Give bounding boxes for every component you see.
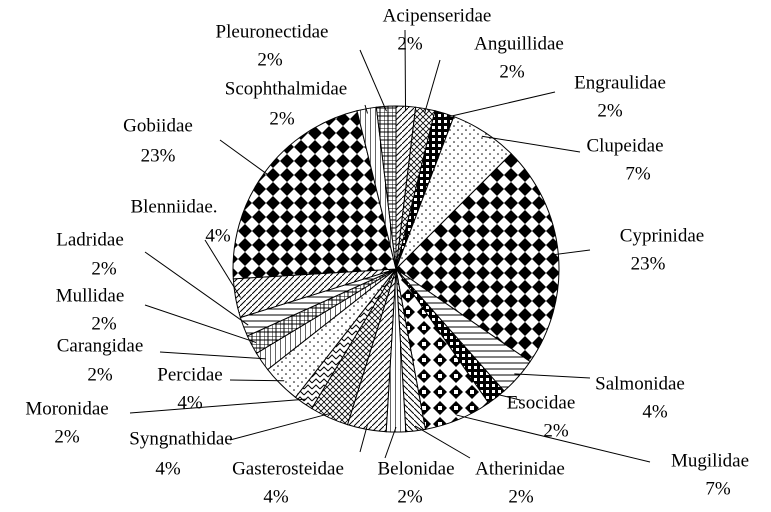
slice-value-label: 2%: [257, 49, 283, 70]
slice-name: Clupeidae: [586, 135, 663, 156]
slice-name: Mugilidae: [671, 450, 749, 471]
slice-value-label: 2%: [87, 364, 113, 385]
slice-name: Anguillidae: [474, 33, 564, 54]
slice-value-label: 2%: [543, 420, 569, 441]
leader-line: [404, 29, 407, 112]
slice-name: Scophthalmidae: [225, 78, 347, 99]
leader-line: [144, 251, 249, 326]
leader-line: [144, 304, 257, 343]
leader-line: [553, 249, 591, 256]
slice-name: Moronidae: [25, 398, 108, 419]
slice-name: Percidae: [157, 364, 222, 385]
slice-name: Engraulidae: [574, 72, 666, 93]
leader-line: [424, 59, 441, 114]
leader-line: [364, 104, 368, 114]
slice-value-label: 23%: [141, 145, 176, 166]
slice-value-label: 2%: [397, 33, 423, 54]
leader-line: [129, 398, 307, 414]
leader-line: [204, 239, 241, 298]
slice-value-label: 2%: [269, 108, 295, 129]
slice-name: Pleuronectidae: [216, 21, 329, 42]
slice-value-label: 4%: [642, 401, 668, 422]
slice-name: Cyprinidae: [620, 225, 704, 246]
slice-value-label: 2%: [499, 61, 525, 82]
slice-name: Atherinidae: [475, 458, 565, 479]
slice-name: Blenniidae.: [130, 196, 217, 217]
slice-name: Carangidae: [57, 335, 144, 356]
slice-value-label: 2%: [508, 486, 534, 507]
slice-name: Gobiidae: [123, 115, 193, 136]
slice-value-label: 2%: [54, 426, 80, 447]
slice-name: Ladridae: [56, 229, 124, 250]
slice-name: Mullidae: [56, 285, 125, 306]
slice-name: Acipenseridae: [383, 5, 492, 26]
slice-value-label: 23%: [631, 253, 666, 274]
slice-value-label: 7%: [625, 163, 651, 184]
slice-value-label: 7%: [705, 478, 731, 499]
slice-value-label: 4%: [155, 458, 181, 479]
leader-line: [229, 379, 285, 382]
leader-line: [514, 373, 591, 379]
slice-name: Salmonidae: [595, 373, 685, 394]
leader-line: [384, 426, 397, 459]
slice-value-label: 4%: [263, 486, 289, 507]
leader-line: [359, 424, 368, 453]
leader-line: [414, 425, 471, 459]
leader-line: [159, 351, 266, 360]
leader-line: [229, 412, 332, 441]
pie-slice: [375, 105, 397, 270]
slice-name: Syngnathidae: [129, 428, 232, 449]
slice-value-label: 2%: [597, 100, 623, 121]
slice-value-label: 2%: [91, 258, 117, 279]
slice-name: Gasterosteidae: [232, 458, 344, 479]
slice-value-label: 4%: [177, 392, 203, 413]
slice-value-label: 4%: [205, 225, 231, 246]
leader-line: [359, 49, 387, 112]
leader-line: [481, 135, 581, 153]
slice-name: Esocidae: [507, 392, 576, 413]
slice-value-label: 2%: [91, 313, 117, 334]
leader-line: [456, 414, 651, 463]
slice-name: Belonidae: [377, 458, 454, 479]
slice-value-label: 2%: [397, 486, 423, 507]
leader-line: [442, 91, 556, 119]
leader-line: [493, 392, 521, 401]
leader-line: [219, 139, 269, 176]
